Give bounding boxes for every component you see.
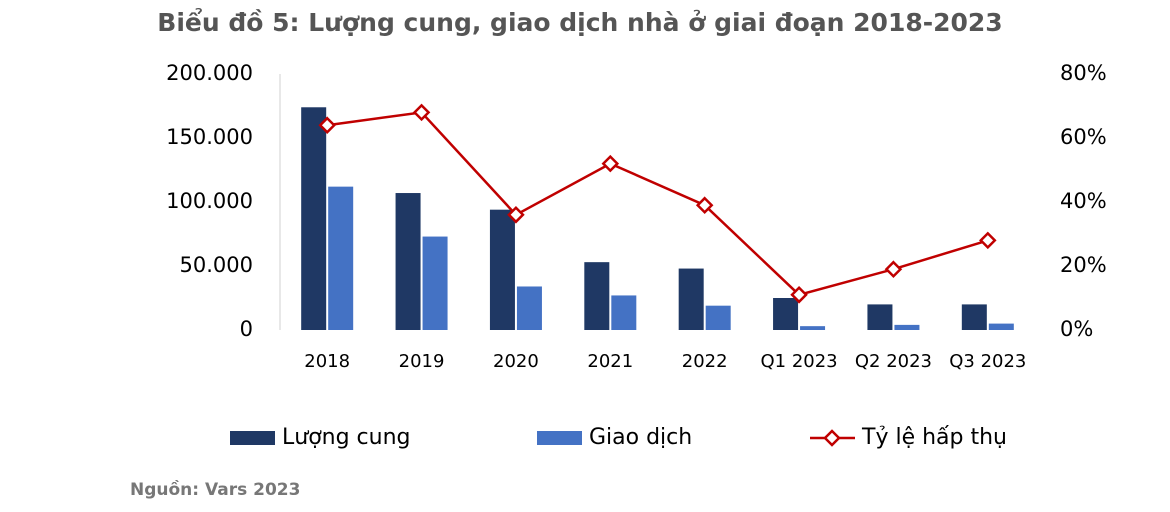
y-tick-label: 0 bbox=[240, 317, 253, 341]
bar bbox=[422, 236, 448, 330]
x-tick-label: 2019 bbox=[399, 351, 445, 372]
source-note: Nguồn: Vars 2023 bbox=[130, 479, 300, 500]
x-tick-label: 2020 bbox=[493, 351, 539, 372]
bar bbox=[961, 304, 987, 330]
line-marker bbox=[884, 260, 903, 278]
bar bbox=[301, 107, 327, 330]
y-tick-label: 50.000 bbox=[180, 253, 253, 277]
bar bbox=[678, 268, 704, 330]
y-tick-label: 200.000 bbox=[166, 61, 253, 85]
y2-tick-label: 60% bbox=[1060, 125, 1107, 149]
bar bbox=[988, 323, 1014, 330]
line-marker bbox=[507, 206, 525, 224]
line bbox=[327, 111, 989, 297]
bar bbox=[867, 304, 893, 330]
legend-swatch bbox=[823, 429, 841, 447]
bar bbox=[894, 324, 920, 330]
x-tick-label: Q1 2023 bbox=[760, 351, 837, 372]
x-tick-label: Q3 2023 bbox=[949, 351, 1026, 372]
bar bbox=[773, 298, 799, 330]
x-tick-label: 2021 bbox=[587, 351, 633, 372]
bar bbox=[705, 305, 731, 330]
legend-swatch bbox=[230, 431, 275, 445]
y-tick-label: 100.000 bbox=[166, 189, 253, 213]
line-marker bbox=[601, 154, 620, 173]
bar bbox=[584, 262, 610, 330]
bar bbox=[489, 209, 515, 330]
legend-label: Lượng cung bbox=[282, 425, 411, 450]
bar bbox=[800, 326, 826, 330]
y2-tick-label: 20% bbox=[1060, 253, 1107, 277]
bar bbox=[328, 186, 354, 330]
line-marker bbox=[790, 286, 808, 304]
y2-tick-label: 0% bbox=[1060, 317, 1093, 341]
legend-label: Giao dịch bbox=[589, 425, 692, 450]
legend-label: Tỷ lệ hấp thụ bbox=[861, 425, 1007, 450]
line-marker bbox=[695, 196, 714, 214]
line-marker bbox=[979, 231, 997, 250]
line-marker bbox=[318, 116, 336, 134]
y-tick-label: 150.000 bbox=[166, 125, 253, 149]
bar bbox=[395, 193, 421, 330]
legend-swatch bbox=[537, 431, 582, 445]
y2-tick-label: 40% bbox=[1060, 189, 1107, 213]
line-marker bbox=[412, 103, 431, 122]
bar bbox=[516, 286, 542, 330]
bar bbox=[611, 295, 637, 330]
chart-title: Biểu đồ 5: Lượng cung, giao dịch nhà ở g… bbox=[157, 7, 1002, 37]
y2-tick-label: 80% bbox=[1060, 61, 1107, 85]
x-tick-label: 2018 bbox=[304, 351, 350, 372]
x-tick-label: 2022 bbox=[682, 351, 728, 372]
x-tick-label: Q2 2023 bbox=[855, 351, 932, 372]
